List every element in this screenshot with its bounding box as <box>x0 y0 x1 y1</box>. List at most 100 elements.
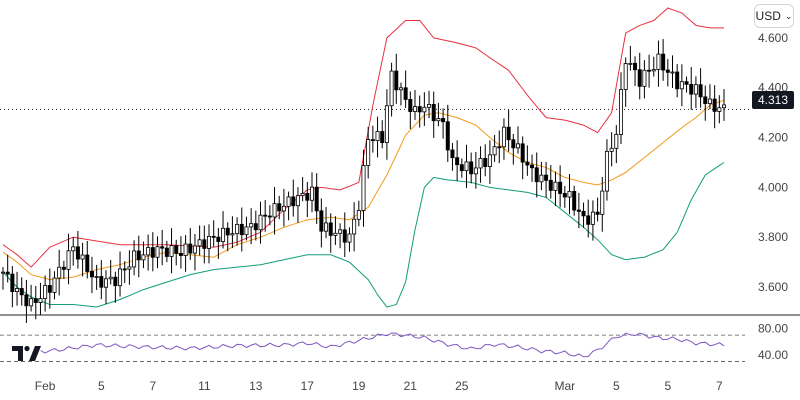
candle <box>361 149 366 227</box>
candle <box>619 72 624 145</box>
candle <box>291 179 296 217</box>
candle-body <box>211 235 216 238</box>
candle-body <box>717 107 722 112</box>
candle-body <box>412 106 417 112</box>
candle <box>689 67 694 110</box>
candle <box>562 185 567 208</box>
candle-body <box>314 186 319 212</box>
candle-body <box>347 233 352 243</box>
tradingview-logo[interactable] <box>10 342 44 364</box>
x-axis-tick-label: Feb <box>35 379 56 393</box>
candle <box>427 90 432 119</box>
candle <box>10 265 15 308</box>
candle <box>146 234 151 271</box>
currency-label: USD <box>755 9 781 23</box>
candle <box>249 208 254 245</box>
candle-body <box>178 253 183 256</box>
candles <box>0 39 727 323</box>
candle-body <box>300 192 305 197</box>
candle <box>305 181 310 218</box>
candle-body <box>71 246 76 252</box>
candle-body <box>132 250 137 268</box>
candle <box>389 62 394 117</box>
candle-body <box>707 98 712 104</box>
candle <box>380 120 385 149</box>
rsi-pane: 80.00 40.00 <box>0 322 788 362</box>
candle <box>333 216 338 245</box>
currency-select[interactable]: USD ⌄ <box>754 4 794 28</box>
candle-body <box>623 63 628 90</box>
candle <box>0 267 6 290</box>
candle-body <box>436 118 441 122</box>
candle-body <box>197 239 202 247</box>
candle <box>258 201 263 244</box>
candle <box>108 259 113 285</box>
candle <box>43 275 48 312</box>
candle <box>29 284 34 312</box>
candle-body <box>431 103 436 122</box>
candle <box>455 140 460 181</box>
candle <box>553 171 558 207</box>
candle <box>707 84 712 110</box>
candle-body <box>309 186 314 201</box>
candle-body <box>642 69 647 87</box>
candle-body <box>291 196 296 207</box>
candle-body <box>450 149 455 159</box>
candle <box>141 241 146 269</box>
candle <box>520 136 525 180</box>
candle-body <box>342 229 347 243</box>
candle <box>394 53 399 104</box>
candle-body <box>216 236 221 242</box>
candle-body <box>136 250 141 261</box>
candle-body <box>693 84 698 95</box>
candle-body <box>703 96 708 104</box>
candle-body <box>361 165 366 211</box>
candle-body <box>553 181 558 191</box>
candle <box>473 151 478 189</box>
candle <box>5 254 10 283</box>
candle <box>661 39 666 81</box>
x-axis-tick-label: 5 <box>664 379 671 393</box>
candle <box>422 92 427 126</box>
candle-body <box>235 223 240 235</box>
candle-body <box>249 223 254 228</box>
x-axis-tick-label: 11 <box>198 379 211 393</box>
candle-body <box>356 210 361 220</box>
candle <box>122 261 127 284</box>
candle <box>370 125 375 153</box>
candle <box>94 264 99 290</box>
candle-body <box>576 209 581 212</box>
candle <box>75 230 80 269</box>
candle-body <box>656 53 661 70</box>
candle <box>366 127 371 179</box>
candle <box>136 235 141 278</box>
candle-body <box>202 239 207 249</box>
candle <box>89 256 94 294</box>
candle-body <box>455 157 460 166</box>
candle-body <box>665 69 670 73</box>
candle-body <box>604 150 609 192</box>
candle-body <box>244 226 249 236</box>
rsi-line <box>40 332 725 358</box>
candle-body <box>679 81 684 90</box>
candle-body <box>483 158 488 167</box>
candle-body <box>544 174 549 181</box>
candle-body <box>581 210 586 217</box>
candle <box>47 268 52 309</box>
candle-body <box>0 271 6 274</box>
candle <box>375 116 380 158</box>
y-axis-tick-label: 4.600 <box>758 31 788 45</box>
x-axis-tick-label: 17 <box>301 379 315 393</box>
candle <box>670 55 675 88</box>
candle <box>595 197 600 222</box>
candle-body <box>52 277 57 293</box>
candle-body <box>422 106 427 113</box>
candle <box>206 224 211 264</box>
candle-body <box>384 105 389 144</box>
candle-body <box>80 254 85 260</box>
candle <box>155 236 160 269</box>
candle <box>338 223 343 249</box>
candle <box>324 207 329 239</box>
x-axis-tick-label: 13 <box>249 379 263 393</box>
